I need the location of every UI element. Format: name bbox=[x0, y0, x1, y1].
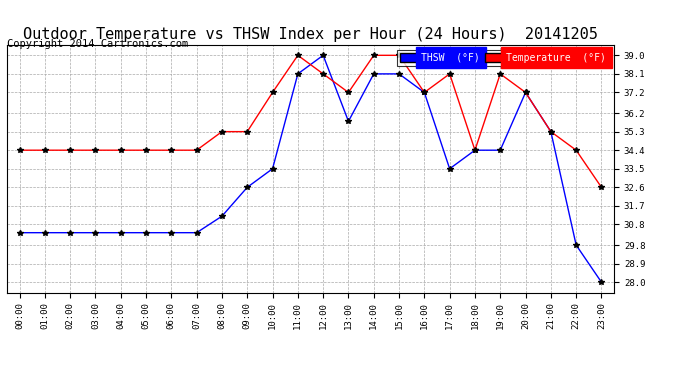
Title: Outdoor Temperature vs THSW Index per Hour (24 Hours)  20141205: Outdoor Temperature vs THSW Index per Ho… bbox=[23, 27, 598, 42]
Text: Copyright 2014 Cartronics.com: Copyright 2014 Cartronics.com bbox=[7, 39, 188, 50]
Legend: THSW  (°F), Temperature  (°F): THSW (°F), Temperature (°F) bbox=[397, 50, 609, 66]
